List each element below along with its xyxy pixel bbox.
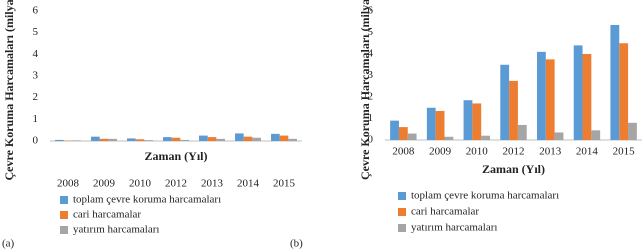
bar	[545, 59, 555, 140]
y-tick-label: 6	[33, 5, 39, 17]
bar	[398, 127, 408, 140]
x-tick-label: 2015	[273, 178, 296, 190]
x-tick-label: 2013	[201, 178, 224, 190]
y-tick-label: 6	[368, 5, 374, 17]
legend-swatch	[398, 192, 406, 200]
bar	[444, 136, 454, 140]
bar	[127, 138, 136, 141]
legend-swatch	[60, 211, 68, 219]
bar	[235, 133, 244, 141]
x-tick-label: 2012	[165, 178, 187, 190]
x-tick-label: 2008	[57, 178, 80, 190]
y-tick-label: 3	[33, 70, 39, 82]
y-tick-label: 3	[368, 69, 374, 81]
legend-label: cari harcamalar	[73, 209, 141, 221]
y-tick-label: 2	[368, 91, 374, 103]
bar	[279, 135, 289, 141]
legend-label: yatırım harcamaları	[73, 224, 159, 236]
bar	[500, 64, 510, 140]
bar	[216, 138, 225, 141]
x-tick-label: 2010	[129, 178, 152, 190]
bar	[610, 24, 620, 141]
y-axis-label: Çevre Koruma Harcamaları (milyar TL)	[2, 0, 16, 181]
legend-swatch	[398, 224, 406, 232]
bar	[91, 136, 100, 141]
legend-swatch	[398, 208, 406, 216]
y-tick-label: 5	[33, 26, 39, 38]
y-tick-label: 0	[33, 135, 39, 147]
y-tick-label: 0	[368, 134, 374, 146]
x-axis-label: Zaman (Yıl)	[482, 162, 545, 176]
x-tick-label: 2015	[613, 146, 636, 158]
bar	[72, 140, 81, 141]
bar	[554, 132, 564, 140]
y-tick-label: 1	[33, 113, 39, 125]
bar	[135, 139, 145, 141]
legend-label: toplam çevre koruma harcamaları	[73, 194, 221, 206]
bar	[207, 137, 217, 141]
y-tick-label: 5	[368, 26, 374, 38]
legend-swatch	[60, 196, 68, 204]
x-tick-label: 2014	[237, 178, 260, 190]
bar	[628, 122, 637, 140]
bar	[171, 137, 181, 141]
bar	[536, 51, 546, 140]
bar	[426, 107, 436, 140]
bar	[573, 45, 583, 140]
bar	[390, 120, 399, 140]
x-axis-label: Zaman (Yıl)	[145, 149, 208, 163]
panel-label: (b)	[290, 238, 303, 250]
bar	[55, 139, 64, 141]
bar	[243, 136, 253, 141]
x-tick-label: 2010	[466, 146, 489, 158]
y-axis-label: Çevre Koruma Harcamaları (milyar TL)	[358, 0, 372, 180]
bar	[163, 137, 172, 141]
bar	[144, 140, 153, 141]
bar	[472, 103, 482, 140]
bar	[481, 135, 491, 140]
legend-label: yatırım harcamaları	[411, 222, 497, 234]
bar	[199, 135, 208, 141]
y-tick-label: 2	[33, 91, 39, 103]
legend-label: toplam çevre koruma harcamaları	[411, 190, 559, 202]
x-tick-label: 2012	[503, 146, 525, 158]
bar	[108, 138, 117, 141]
x-tick-label: 2008	[392, 146, 415, 158]
legend-label: cari harcamalar	[411, 206, 479, 218]
bar	[99, 138, 109, 141]
panel-label: (a)	[2, 238, 15, 250]
y-tick-label: 1	[368, 112, 374, 124]
x-tick-label: 2009	[429, 146, 452, 158]
x-tick-label: 2009	[93, 178, 116, 190]
bar	[180, 139, 189, 141]
bar	[591, 130, 601, 140]
bar	[288, 138, 297, 141]
bar	[517, 124, 527, 140]
bar	[463, 100, 473, 140]
bar	[435, 110, 445, 140]
bar	[582, 54, 592, 140]
legend-swatch	[60, 226, 68, 234]
bar	[509, 80, 518, 140]
bar	[271, 133, 280, 141]
y-tick-label: 4	[33, 48, 39, 60]
x-tick-label: 2013	[539, 146, 562, 158]
bar	[407, 133, 417, 140]
bar	[252, 137, 261, 141]
bar	[619, 43, 629, 140]
x-tick-label: 2014	[576, 146, 599, 158]
y-tick-label: 4	[368, 48, 374, 60]
